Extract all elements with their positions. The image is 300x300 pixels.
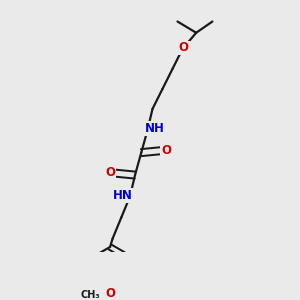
Text: HN: HN xyxy=(113,189,133,202)
Text: CH₃: CH₃ xyxy=(81,290,100,300)
Text: NH: NH xyxy=(145,122,164,135)
Text: O: O xyxy=(179,41,189,55)
Text: O: O xyxy=(161,144,171,157)
Text: O: O xyxy=(105,166,115,179)
Text: O: O xyxy=(105,287,115,300)
